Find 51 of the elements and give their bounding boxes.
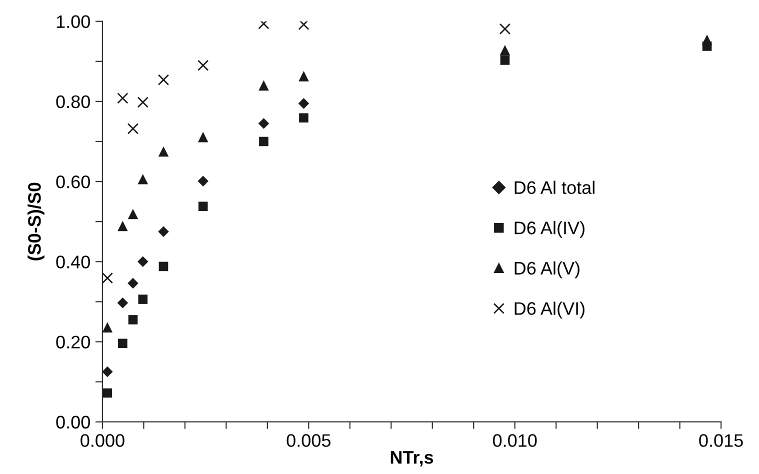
point xyxy=(118,338,128,348)
y-tick-label: 0.60 xyxy=(56,175,90,188)
point xyxy=(138,174,148,184)
point xyxy=(138,256,148,268)
point xyxy=(198,202,208,212)
y-tick-label: 0.20 xyxy=(56,336,90,348)
point xyxy=(259,136,268,146)
point xyxy=(499,23,511,35)
point xyxy=(158,226,169,237)
legend-label: D6 Al total xyxy=(514,180,594,194)
point xyxy=(127,123,139,134)
point xyxy=(128,278,138,289)
y-tick-label: 0.40 xyxy=(56,256,90,268)
x-tick-label: 0.000 xyxy=(80,434,124,447)
point xyxy=(117,92,128,104)
point xyxy=(102,366,113,378)
point xyxy=(128,208,138,220)
point xyxy=(298,21,310,30)
legend-label: D6 Al(VI) xyxy=(514,302,584,318)
y-tick-label: 1.00 xyxy=(56,15,90,28)
point xyxy=(158,262,168,272)
point xyxy=(158,74,170,86)
y-tick-label: 0.00 xyxy=(56,416,90,429)
point xyxy=(102,272,114,284)
x-tick-label: 0.005 xyxy=(286,434,330,447)
legend-label: D6 Al(V) xyxy=(514,261,580,278)
point xyxy=(198,176,208,187)
point xyxy=(500,56,510,65)
point xyxy=(702,34,712,45)
point xyxy=(137,96,148,108)
y-axis-title: (S0-S)/S0 xyxy=(28,182,44,260)
point xyxy=(299,113,308,123)
point xyxy=(298,71,309,82)
point xyxy=(138,294,148,304)
legend-label: D6 Al(IV) xyxy=(514,221,584,238)
point xyxy=(198,132,208,142)
point xyxy=(158,146,169,157)
x-tick-label: 0.015 xyxy=(699,434,743,447)
point xyxy=(102,388,112,398)
x-tick-label: 0.010 xyxy=(492,434,537,447)
point xyxy=(258,80,269,91)
point xyxy=(197,60,209,71)
x-axis-title: NTr,s xyxy=(390,451,434,466)
point xyxy=(118,220,128,232)
point xyxy=(258,118,270,129)
point xyxy=(102,322,113,332)
point xyxy=(117,298,128,308)
y-tick-label: 0.80 xyxy=(56,95,90,108)
point xyxy=(500,45,510,56)
point xyxy=(128,315,138,324)
point xyxy=(298,98,310,109)
